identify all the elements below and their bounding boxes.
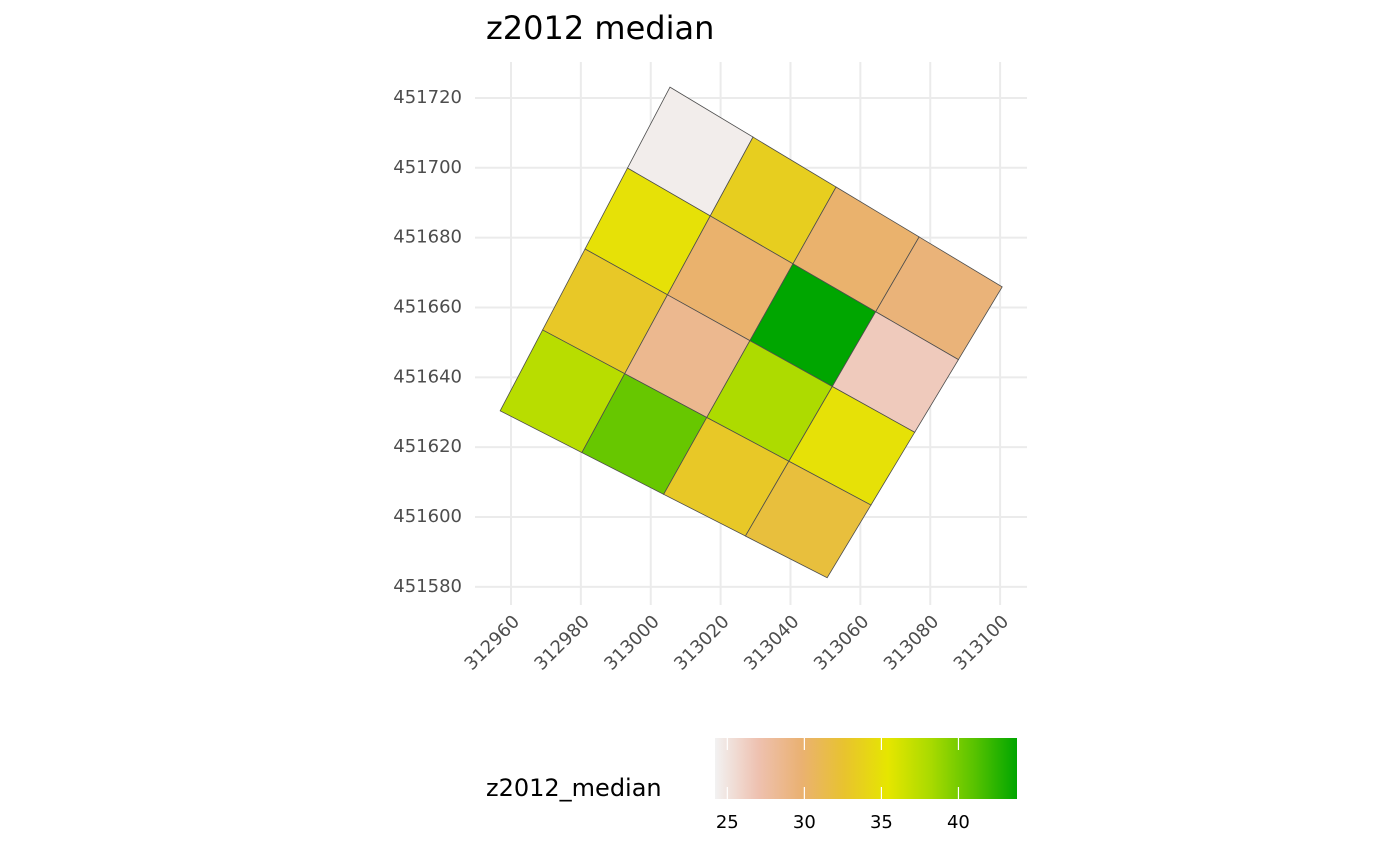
y-tick-label: 451620	[393, 436, 462, 457]
legend-colorbar	[715, 738, 1017, 799]
x-tick-label: 313000	[600, 611, 663, 674]
y-tick-label: 451640	[393, 366, 462, 387]
y-tick-label: 451580	[393, 576, 462, 597]
legend-tick-label: 40	[947, 812, 970, 833]
x-tick-label: 313080	[880, 611, 943, 674]
y-tick-label: 451660	[393, 296, 462, 317]
x-tick-label: 312980	[530, 611, 593, 674]
x-tick-label: 313040	[740, 611, 803, 674]
y-tick-label: 451680	[393, 227, 462, 248]
x-tick-label: 312960	[461, 611, 524, 674]
chart-title: z2012 median	[486, 9, 714, 47]
x-tick-label: 313060	[810, 611, 873, 674]
x-tick-label: 313100	[950, 611, 1013, 674]
x-tick-label: 313020	[670, 611, 733, 674]
y-tick-label: 451700	[393, 157, 462, 178]
y-tick-label: 451720	[393, 87, 462, 108]
map-cell	[744, 460, 872, 579]
legend-title: z2012_median	[486, 774, 662, 802]
y-tick-label: 451600	[393, 506, 462, 527]
legend-tick-label: 25	[716, 812, 739, 833]
legend-tick-label: 35	[870, 812, 893, 833]
legend-tick-label: 30	[793, 812, 816, 833]
